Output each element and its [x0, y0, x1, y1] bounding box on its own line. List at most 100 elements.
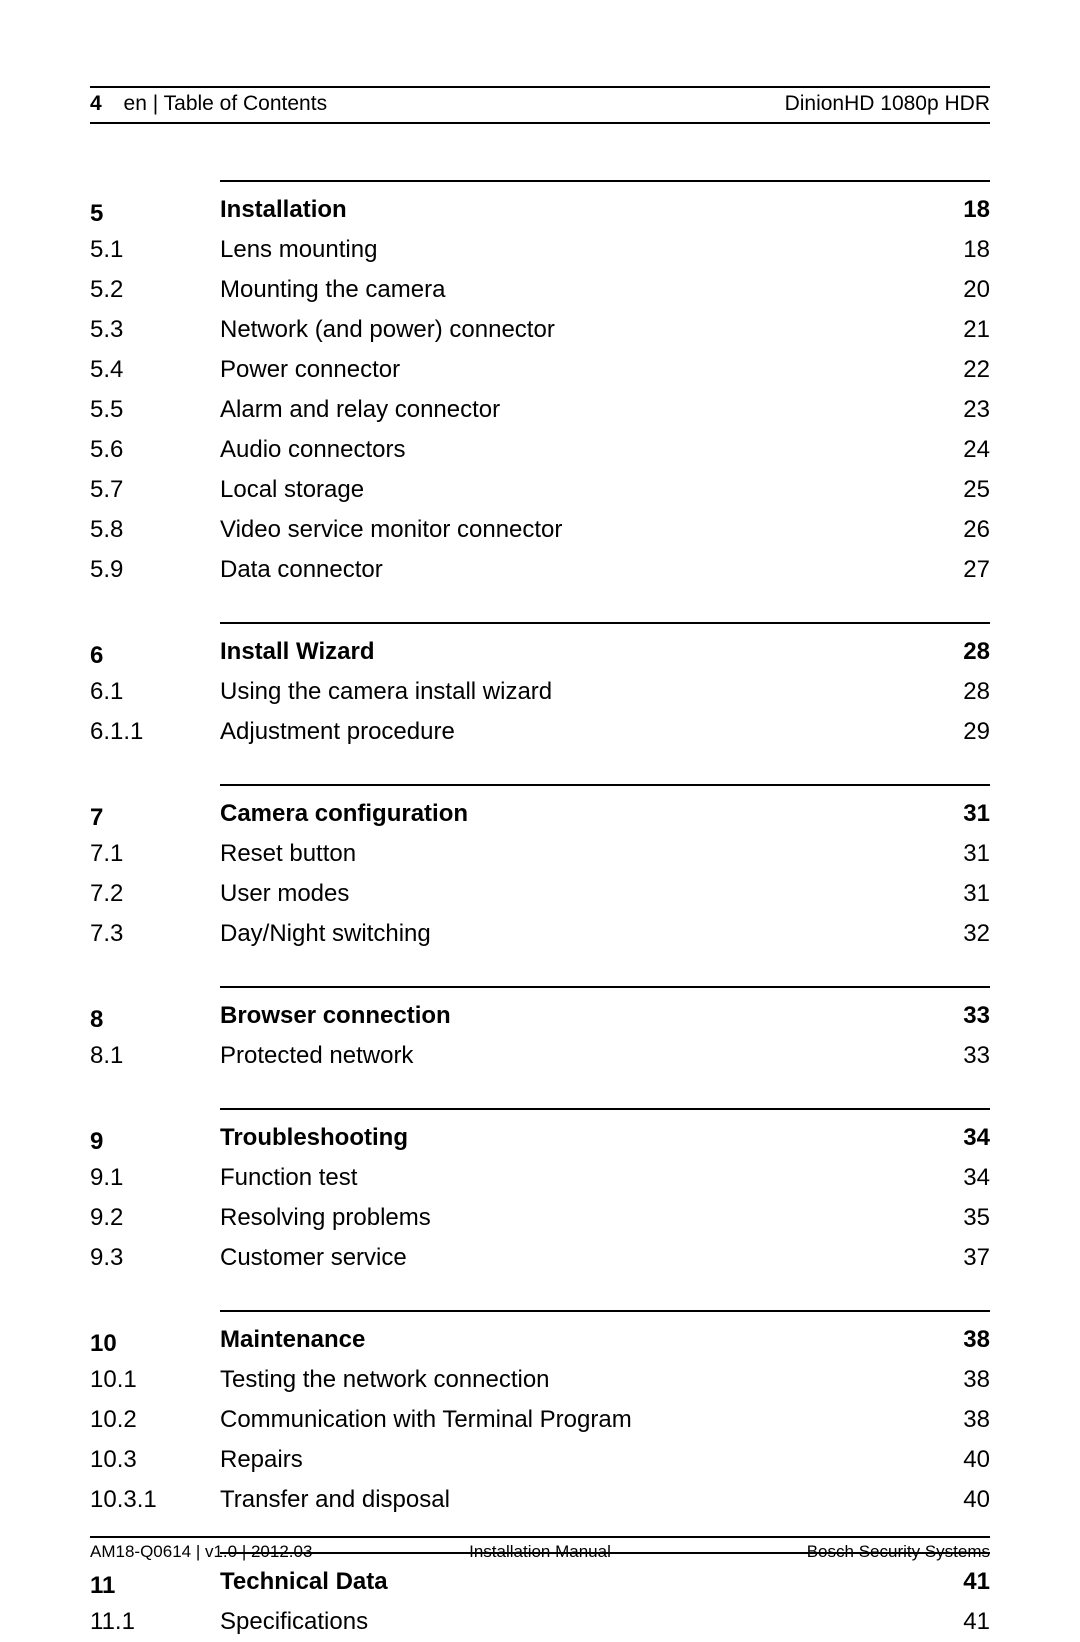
footer-doc-id: AM18-Q0614 | v1.0 | 2012.03 [90, 1542, 390, 1562]
toc-entry-body: Local storage25 [220, 470, 990, 510]
toc-entry: 5.2Mounting the camera20 [90, 270, 990, 310]
toc-section-number: 9 [90, 1118, 220, 1158]
toc-entry: 9.1Function test34 [90, 1158, 990, 1198]
toc-section-number: 11 [90, 1562, 220, 1602]
toc-entry-body: User modes31 [220, 874, 990, 914]
toc-entry: 6.1Using the camera install wizard28 [90, 672, 990, 712]
toc-entry: 10.3Repairs40 [90, 1440, 990, 1480]
toc-entry: 8.1Protected network33 [90, 1036, 990, 1076]
toc-entry-body: Lens mounting 18 [220, 230, 990, 270]
toc-entry-page: 38 [943, 1400, 990, 1440]
toc-section: 5Installation185.1Lens mounting185.2Moun… [90, 180, 990, 590]
toc-entry-body: Network (and power) connector 21 [220, 310, 990, 350]
toc-entry: 5.9Data connector27 [90, 550, 990, 590]
toc-section-heading: 5Installation18 [90, 180, 990, 230]
toc-entry: 5.1Lens mounting 18 [90, 230, 990, 270]
toc-entry: 5.3Network (and power) connector 21 [90, 310, 990, 350]
toc-section-title: Install Wizard [220, 632, 374, 672]
toc-entry-page: 40 [943, 1440, 990, 1480]
toc-entry-number: 9.1 [90, 1162, 220, 1194]
toc-entry-body: Video service monitor connector26 [220, 510, 990, 550]
toc-entry: 10.2Communication with Terminal Program3… [90, 1400, 990, 1440]
toc-entry: 9.2Resolving problems35 [90, 1198, 990, 1238]
toc-section-heading: 6Install Wizard28 [90, 622, 990, 672]
footer-company: Bosch Security Systems [690, 1542, 990, 1562]
toc-entry-title: Local storage [220, 470, 364, 510]
toc-section-body: Install Wizard28 [220, 622, 990, 672]
toc-entry-body: Function test34 [220, 1158, 990, 1198]
toc-entry-number: 10.3.1 [90, 1484, 220, 1516]
toc-section-body: Troubleshooting 34 [220, 1108, 990, 1158]
toc-entry: 10.3.1Transfer and disposal40 [90, 1480, 990, 1520]
toc-entry-body: Adjustment procedure 29 [220, 712, 990, 752]
toc-entry-body: Data connector27 [220, 550, 990, 590]
toc-entry-title: Communication with Terminal Program [220, 1400, 632, 1440]
toc-entry-body: Testing the network connection38 [220, 1360, 990, 1400]
product-name: DinionHD 1080p HDR [785, 92, 990, 116]
toc-entry-number: 7.3 [90, 918, 220, 950]
toc-entry-page: 22 [943, 350, 990, 390]
toc-entry: 6.1.1Adjustment procedure 29 [90, 712, 990, 752]
toc-section-title: Technical Data [220, 1562, 388, 1602]
toc-entry-body: Reset button31 [220, 834, 990, 874]
toc-entry-body: Resolving problems35 [220, 1198, 990, 1238]
toc-entry-body: Using the camera install wizard28 [220, 672, 990, 712]
toc-entry-title: Network (and power) connector [220, 310, 555, 350]
toc-section-page: 38 [943, 1320, 990, 1360]
toc-section-page: 41 [943, 1562, 990, 1602]
toc-section-title: Troubleshooting [220, 1118, 408, 1158]
toc-entry-number: 5.1 [90, 234, 220, 266]
toc-entry-page: 18 [943, 230, 990, 270]
toc-section-number: 10 [90, 1320, 220, 1360]
toc-entry: 5.8Video service monitor connector26 [90, 510, 990, 550]
toc-entry-page: 41 [943, 1602, 990, 1642]
toc-section-body: Camera configuration31 [220, 784, 990, 834]
toc-entry-number: 6.1.1 [90, 716, 220, 748]
toc-entry-number: 7.2 [90, 878, 220, 910]
toc-section: 6Install Wizard286.1Using the camera ins… [90, 622, 990, 752]
toc-entry-page: 28 [943, 672, 990, 712]
toc-section: 11Technical Data4111.1Specifications41 [90, 1552, 990, 1642]
toc-section: 10Maintenance3810.1Testing the network c… [90, 1310, 990, 1520]
toc-section-heading: 8Browser connection33 [90, 986, 990, 1036]
toc-entry-number: 5.6 [90, 434, 220, 466]
toc-entry-title: Lens mounting [220, 230, 377, 270]
toc-entry: 10.1Testing the network connection38 [90, 1360, 990, 1400]
toc-entry-title: Alarm and relay connector [220, 390, 500, 430]
toc-entry-title: Adjustment procedure [220, 712, 455, 752]
toc-entry-page: 24 [943, 430, 990, 470]
toc-entry-body: Power connector22 [220, 350, 990, 390]
toc-section-body: Maintenance38 [220, 1310, 990, 1360]
toc-entry-number: 5.8 [90, 514, 220, 546]
toc-section-heading: 10Maintenance38 [90, 1310, 990, 1360]
page-header: 4 en | Table of Contents DinionHD 1080p … [90, 88, 990, 124]
toc-section-page: 34 [943, 1118, 990, 1158]
toc-section-title: Camera configuration [220, 794, 468, 834]
toc-entry-title: Function test [220, 1158, 357, 1198]
toc-section-heading: 7Camera configuration31 [90, 784, 990, 834]
toc-entry: 5.7Local storage25 [90, 470, 990, 510]
toc-section-page: 18 [943, 190, 990, 230]
toc-entry-body: Audio connectors24 [220, 430, 990, 470]
toc-section-body: Installation18 [220, 180, 990, 230]
breadcrumb: en | Table of Contents [124, 92, 328, 115]
toc-section-title: Browser connection [220, 996, 451, 1036]
toc-entry-title: Video service monitor connector [220, 510, 562, 550]
toc-entry-title: Protected network [220, 1036, 413, 1076]
toc-section-number: 7 [90, 794, 220, 834]
toc-entry: 5.5Alarm and relay connector23 [90, 390, 990, 430]
toc-entry-number: 5.5 [90, 394, 220, 426]
toc-entry: 7.3Day/Night switching32 [90, 914, 990, 954]
toc-entry-body: Alarm and relay connector23 [220, 390, 990, 430]
toc-entry-number: 9.2 [90, 1202, 220, 1234]
toc-entry-page: 29 [943, 712, 990, 752]
toc-entry-body: Customer service37 [220, 1238, 990, 1278]
toc-entry: 5.6Audio connectors24 [90, 430, 990, 470]
toc-entry-page: 21 [943, 310, 990, 350]
toc-section: 9Troubleshooting349.1Function test349.2R… [90, 1108, 990, 1278]
toc-entry-number: 5.7 [90, 474, 220, 506]
toc-entry-title: Testing the network connection [220, 1360, 550, 1400]
toc-entry-number: 5.3 [90, 314, 220, 346]
toc-entry-number: 5.9 [90, 554, 220, 586]
toc-entry: 5.4Power connector22 [90, 350, 990, 390]
